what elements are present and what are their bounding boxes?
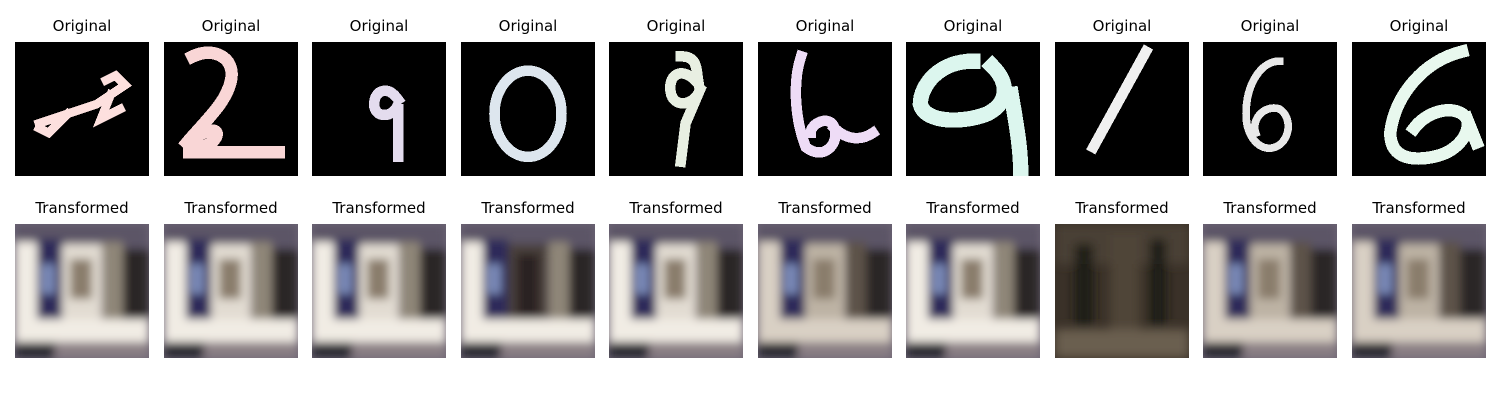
digit-image xyxy=(609,42,743,176)
transformed-panel: Transformed xyxy=(461,198,595,358)
transformed-panel: Transformed xyxy=(758,198,892,358)
transformed-panel: Transformed xyxy=(312,198,446,358)
panel-title: Original xyxy=(943,17,1003,35)
panel-title: Transformed xyxy=(778,199,872,217)
original-panel: Original xyxy=(758,16,892,176)
original-panel: Original xyxy=(312,16,446,176)
panel-title: Original xyxy=(52,17,112,35)
panel-title: Transformed xyxy=(926,199,1020,217)
transformed-panel: Transformed xyxy=(1055,198,1189,358)
original-panel: Original xyxy=(461,16,595,176)
panel-title: Transformed xyxy=(481,199,575,217)
original-panel: Original xyxy=(609,16,743,176)
panel-title: Original xyxy=(1092,17,1152,35)
transformed-panel: Transformed xyxy=(906,198,1040,358)
original-panel: Original xyxy=(1055,16,1189,176)
panel-title: Transformed xyxy=(629,199,723,217)
digit-image xyxy=(312,42,446,176)
original-panel: Original xyxy=(1203,16,1337,176)
panel-title: Transformed xyxy=(1223,199,1317,217)
panel-title: Original xyxy=(201,17,261,35)
panel-title: Transformed xyxy=(1372,199,1466,217)
transformed-image xyxy=(1352,224,1486,358)
transformed-panel: Transformed xyxy=(15,198,149,358)
transformed-image xyxy=(15,224,149,358)
transformed-panel: Transformed xyxy=(1352,198,1486,358)
panel-title: Original xyxy=(498,17,558,35)
panel-title: Transformed xyxy=(1075,199,1169,217)
transformed-image xyxy=(758,224,892,358)
transformed-panel: Transformed xyxy=(609,198,743,358)
digit-image xyxy=(1203,42,1337,176)
panel-title: Original xyxy=(1240,17,1300,35)
transformed-image xyxy=(1055,224,1189,358)
transformed-panel: Transformed xyxy=(1203,198,1337,358)
transformed-image xyxy=(461,224,595,358)
digit-image xyxy=(164,42,298,176)
transformed-panel: Transformed xyxy=(164,198,298,358)
original-panel: Original xyxy=(15,16,149,176)
panel-title: Transformed xyxy=(35,199,129,217)
panel-title: Original xyxy=(795,17,855,35)
panel-title: Original xyxy=(646,17,706,35)
transformed-image xyxy=(164,224,298,358)
digit-image xyxy=(906,42,1040,176)
panel-title: Original xyxy=(349,17,409,35)
panel-title: Original xyxy=(1389,17,1449,35)
original-panel: Original xyxy=(906,16,1040,176)
original-panel: Original xyxy=(164,16,298,176)
transformed-image xyxy=(1203,224,1337,358)
panel-title: Transformed xyxy=(332,199,426,217)
digit-image xyxy=(1055,42,1189,176)
digit-image xyxy=(1352,42,1486,176)
digit-image xyxy=(758,42,892,176)
digit-image xyxy=(461,42,595,176)
digit-image xyxy=(15,42,149,176)
panel-title: Transformed xyxy=(184,199,278,217)
original-panel: Original xyxy=(1352,16,1486,176)
transformed-image xyxy=(906,224,1040,358)
transformed-image xyxy=(312,224,446,358)
transformed-image xyxy=(609,224,743,358)
